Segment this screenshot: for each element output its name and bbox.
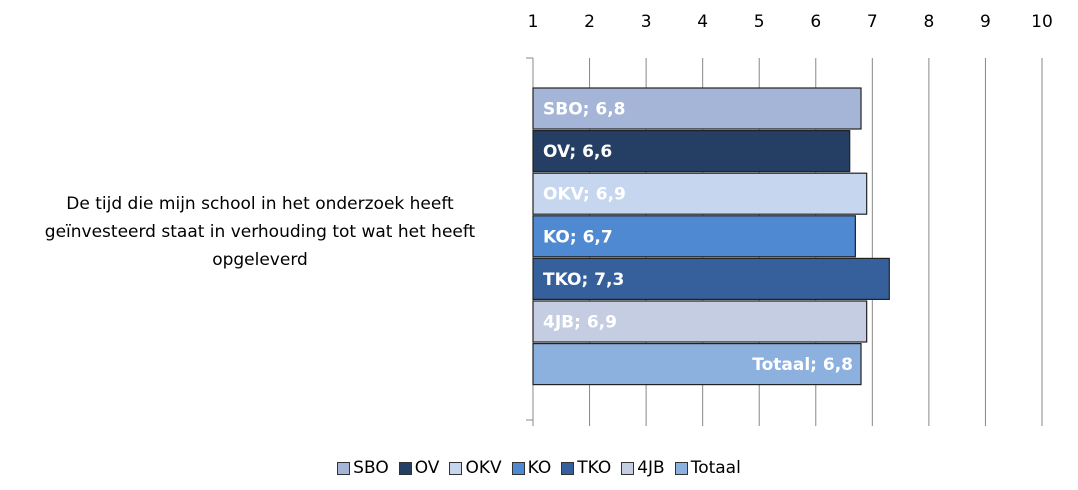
x-tick-label: 5	[754, 12, 765, 32]
category-label: De tijd die mijn school in het onderzoek…	[44, 194, 476, 270]
legend-item: TKO	[561, 458, 611, 478]
legend-swatch	[398, 461, 412, 475]
legend-swatch	[337, 461, 351, 475]
data-label: OKV; 6,9	[543, 185, 626, 205]
x-tick-label: 10	[1031, 12, 1053, 32]
legend-swatch	[511, 461, 525, 475]
legend-item: Totaal	[674, 458, 741, 478]
data-label: KO; 6,7	[543, 227, 613, 247]
legend-swatch	[449, 461, 463, 475]
data-label: OV; 6,6	[543, 142, 612, 162]
data-label: SBO; 6,8	[543, 100, 626, 120]
legend-label: 4JB	[637, 458, 665, 478]
bar	[532, 215, 856, 258]
bar	[532, 172, 868, 215]
x-tick-label: 2	[584, 12, 595, 32]
x-tick-label: 6	[810, 12, 821, 32]
bar	[532, 300, 868, 343]
bar	[532, 87, 862, 130]
bar	[532, 130, 851, 173]
data-label: Totaal; 6,8	[752, 355, 853, 375]
x-tick-label: 8	[923, 12, 934, 32]
legend-label: SBO	[353, 458, 389, 478]
legend-item: OKV	[449, 458, 502, 478]
legend-item: SBO	[337, 458, 389, 478]
bar	[532, 343, 862, 386]
x-tick-label: 1	[528, 12, 539, 32]
data-label: TKO; 7,3	[543, 270, 624, 290]
legend-label: TKO	[577, 458, 612, 478]
legend: SBO OV OKV KO TKO 4JB Totaal	[0, 458, 1078, 478]
legend-swatch	[561, 461, 575, 475]
legend-swatch	[674, 461, 688, 475]
legend-label: OV	[414, 458, 440, 478]
x-tick-label: 3	[641, 12, 652, 32]
legend-item: KO	[511, 458, 552, 478]
x-tick-label: 9	[980, 12, 991, 32]
legend-label: OKV	[465, 458, 502, 478]
legend-label: KO	[527, 458, 552, 478]
data-label: 4JB; 6,9	[543, 313, 617, 333]
legend-swatch	[621, 461, 635, 475]
legend-item: 4JB	[621, 458, 665, 478]
legend-label: Totaal	[690, 458, 741, 478]
bar	[532, 257, 890, 300]
x-tick-label: 4	[697, 12, 708, 32]
legend-item: OV	[398, 458, 440, 478]
x-tick-label: 7	[867, 12, 878, 32]
